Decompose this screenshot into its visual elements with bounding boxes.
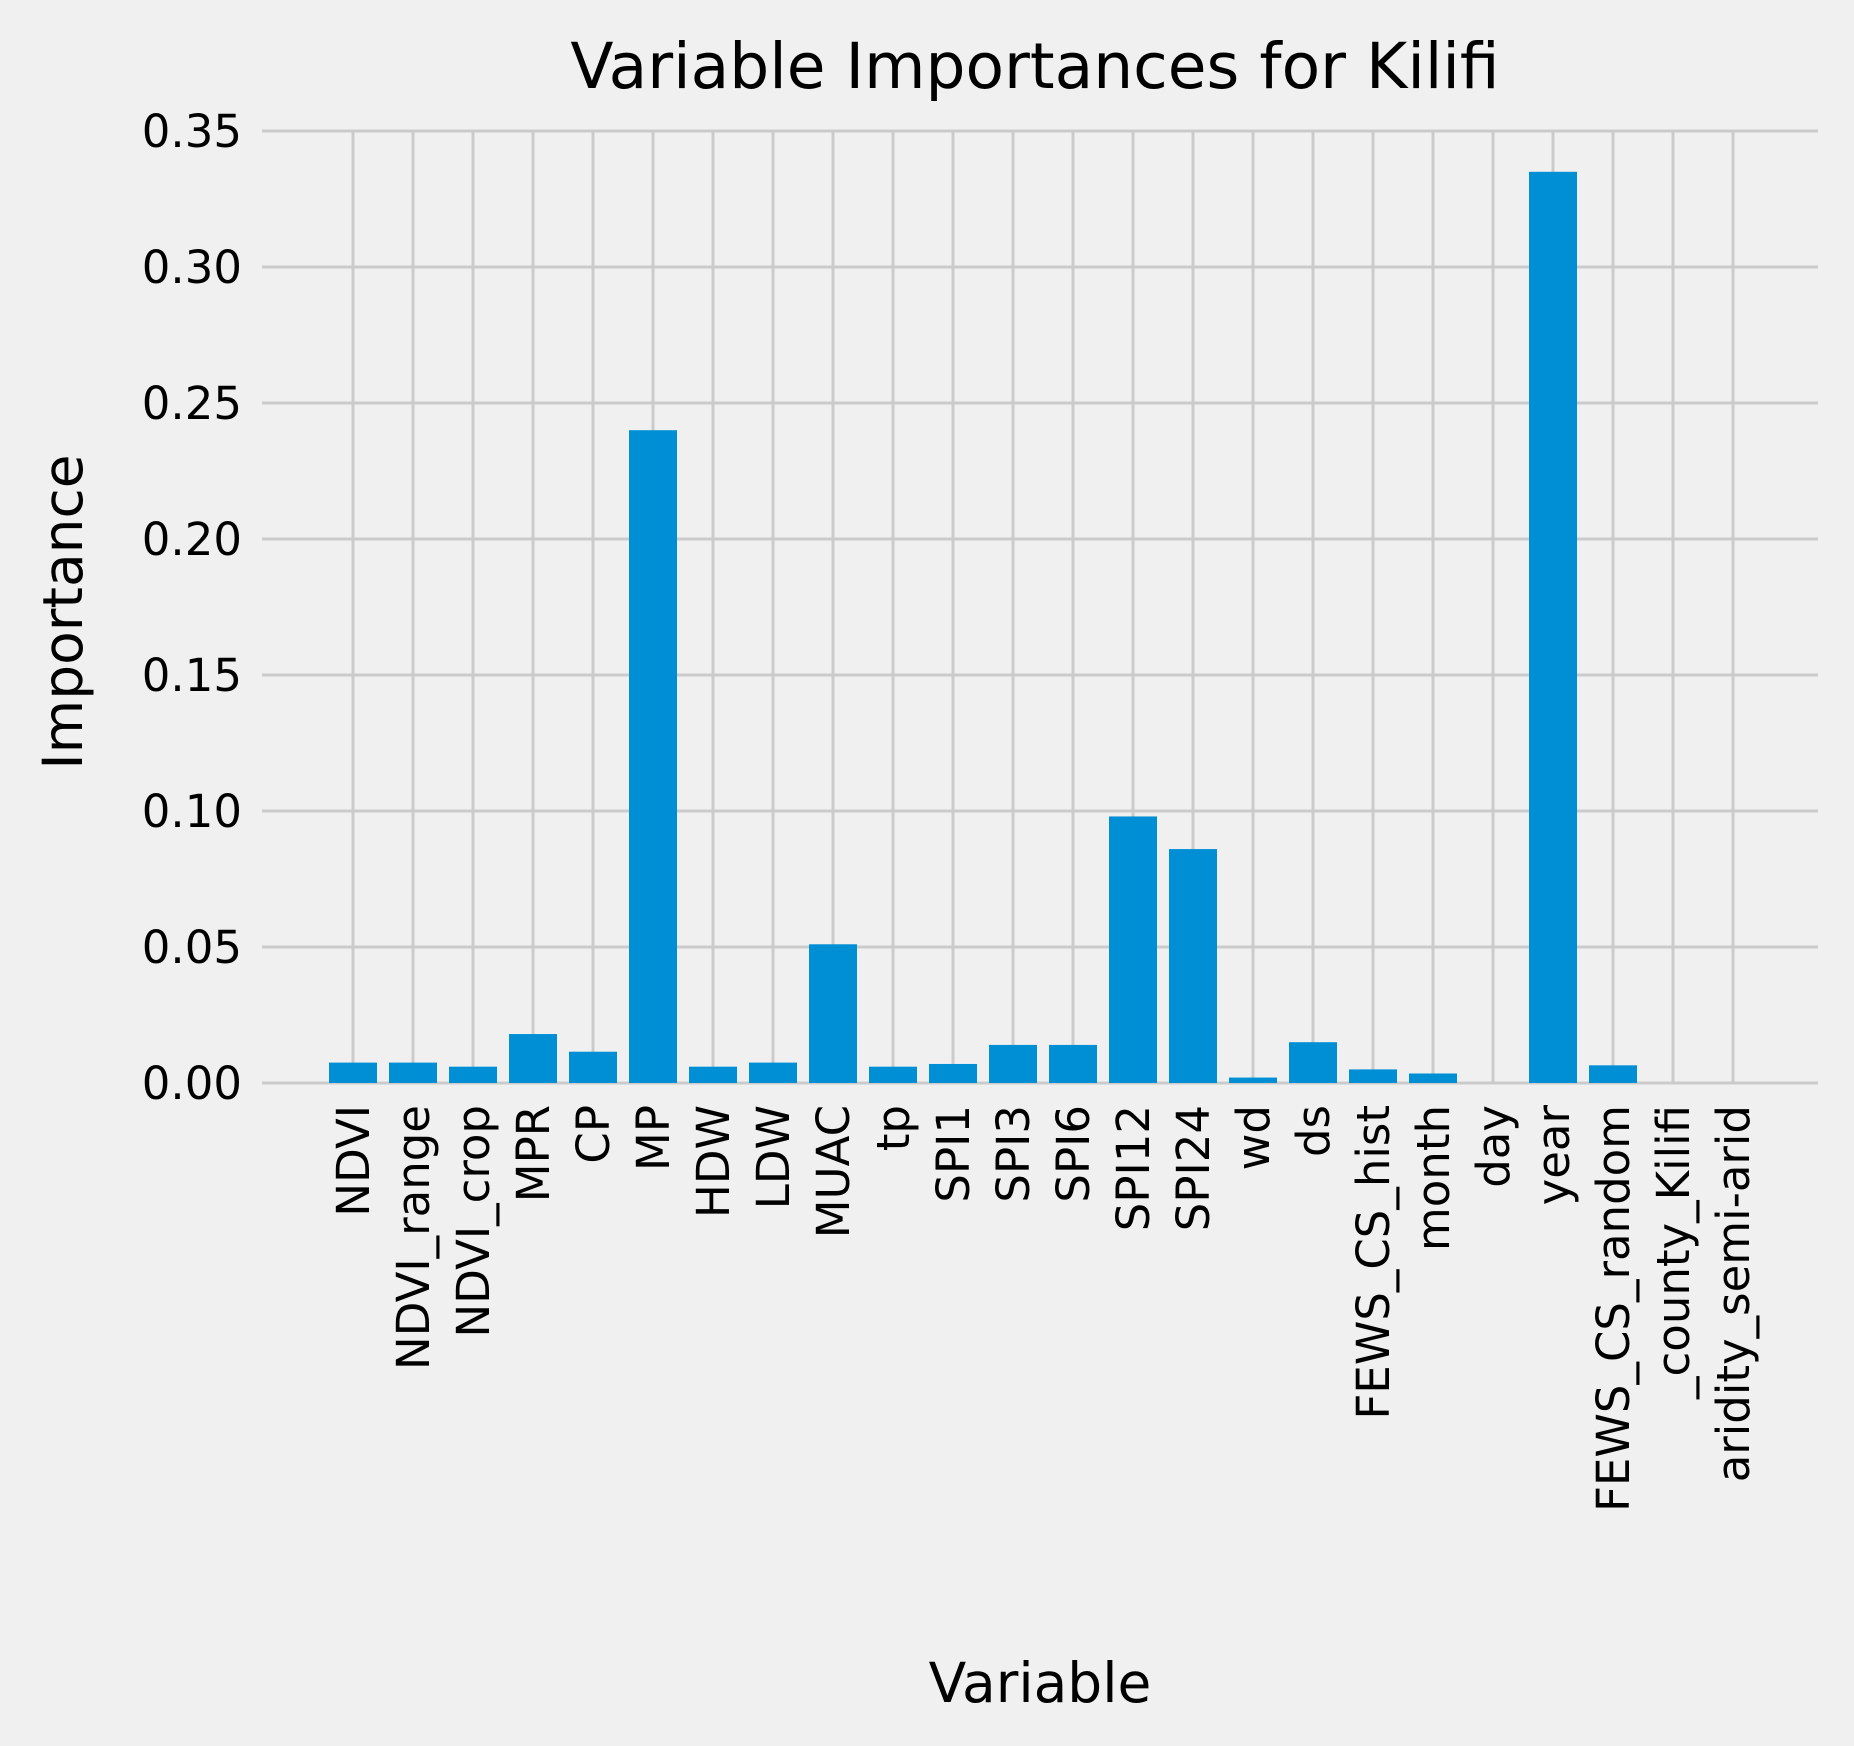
bar-SPI1 — [929, 1063, 977, 1083]
bar-SPI3 — [989, 1044, 1037, 1083]
x-tick-label: CP — [567, 1105, 620, 1164]
bar-year — [1529, 171, 1577, 1084]
x-tick-label: MUAC — [807, 1105, 860, 1238]
bar-tp — [869, 1066, 917, 1083]
x-tick-label: SPI3 — [987, 1105, 1040, 1203]
x-tick-label: _county_Kilifi — [1647, 1105, 1700, 1400]
y-tick-label: 0.25 — [142, 377, 242, 430]
bar-NDVI — [329, 1062, 377, 1083]
y-tick-label: 0.00 — [142, 1057, 242, 1110]
bar-wd — [1229, 1077, 1277, 1083]
bar-FEWS_CS_hist — [1349, 1069, 1397, 1083]
x-tick-label: NDVI_crop — [447, 1105, 500, 1337]
x-tick-label: year — [1527, 1105, 1580, 1206]
x-tick-label: MPR — [507, 1105, 560, 1202]
x-tick-label: SPI24 — [1167, 1105, 1220, 1231]
x-tick-label: HDW — [687, 1105, 740, 1218]
x-tick-label: SPI1 — [927, 1105, 980, 1203]
x-tick-label: month — [1407, 1105, 1460, 1251]
bar-HDW — [689, 1066, 737, 1083]
bar-CP — [569, 1051, 617, 1083]
bar-month — [1409, 1073, 1457, 1083]
y-tick-label: 0.30 — [142, 241, 242, 294]
x-tick-label: FEWS_CS_hist — [1347, 1105, 1400, 1419]
x-gridlines — [351, 131, 1735, 1083]
y-tick-label: 0.35 — [142, 105, 242, 158]
x-tick-label: MP — [627, 1105, 680, 1171]
chart-title: Variable Importances for Kilifi — [570, 30, 1499, 103]
bar-MUAC — [809, 944, 857, 1083]
x-axis-label: Variable — [929, 1651, 1152, 1715]
x-tick-label: FEWS_CS_random — [1587, 1105, 1640, 1512]
y-tick-label: 0.20 — [142, 513, 242, 566]
x-tick-label: SPI6 — [1047, 1105, 1100, 1203]
bar-MPR — [509, 1034, 557, 1083]
x-tick-label: wd — [1227, 1105, 1280, 1170]
y-axis-label: Importance — [31, 454, 95, 769]
bar-SPI6 — [1049, 1044, 1097, 1083]
bar-LDW — [749, 1062, 797, 1083]
x-tick-label: ds — [1287, 1105, 1340, 1157]
x-tick-labels: NDVI NDVI_range NDVI_crop MPR CP MP HDW LDW MUAC… — [327, 1105, 1760, 1512]
bar-ds — [1289, 1042, 1337, 1083]
bar-NDVI_crop — [449, 1066, 497, 1083]
bar-SPI12 — [1109, 816, 1157, 1083]
bar-FEWS_CS_random — [1589, 1065, 1637, 1083]
y-tick-labels: 0.00 0.05 0.10 0.15 0.20 0.25 0.30 0.35 — [142, 105, 242, 1110]
y-tick-label: 0.15 — [142, 649, 242, 702]
bars — [329, 171, 1637, 1084]
x-tick-label: aridity_semi-arid — [1707, 1105, 1760, 1482]
bar-MP — [629, 430, 677, 1083]
x-tick-label: day — [1467, 1105, 1520, 1188]
bar-SPI24 — [1169, 849, 1217, 1083]
bar-NDVI_range — [389, 1062, 437, 1083]
y-tick-label: 0.10 — [142, 785, 242, 838]
x-tick-label: tp — [867, 1105, 920, 1151]
x-tick-label: SPI12 — [1107, 1105, 1160, 1231]
y-gridlines — [262, 129, 1818, 1085]
y-tick-label: 0.05 — [142, 921, 242, 974]
x-tick-label: NDVI — [327, 1105, 380, 1217]
x-tick-label: NDVI_range — [387, 1105, 440, 1370]
x-tick-label: LDW — [747, 1105, 800, 1209]
